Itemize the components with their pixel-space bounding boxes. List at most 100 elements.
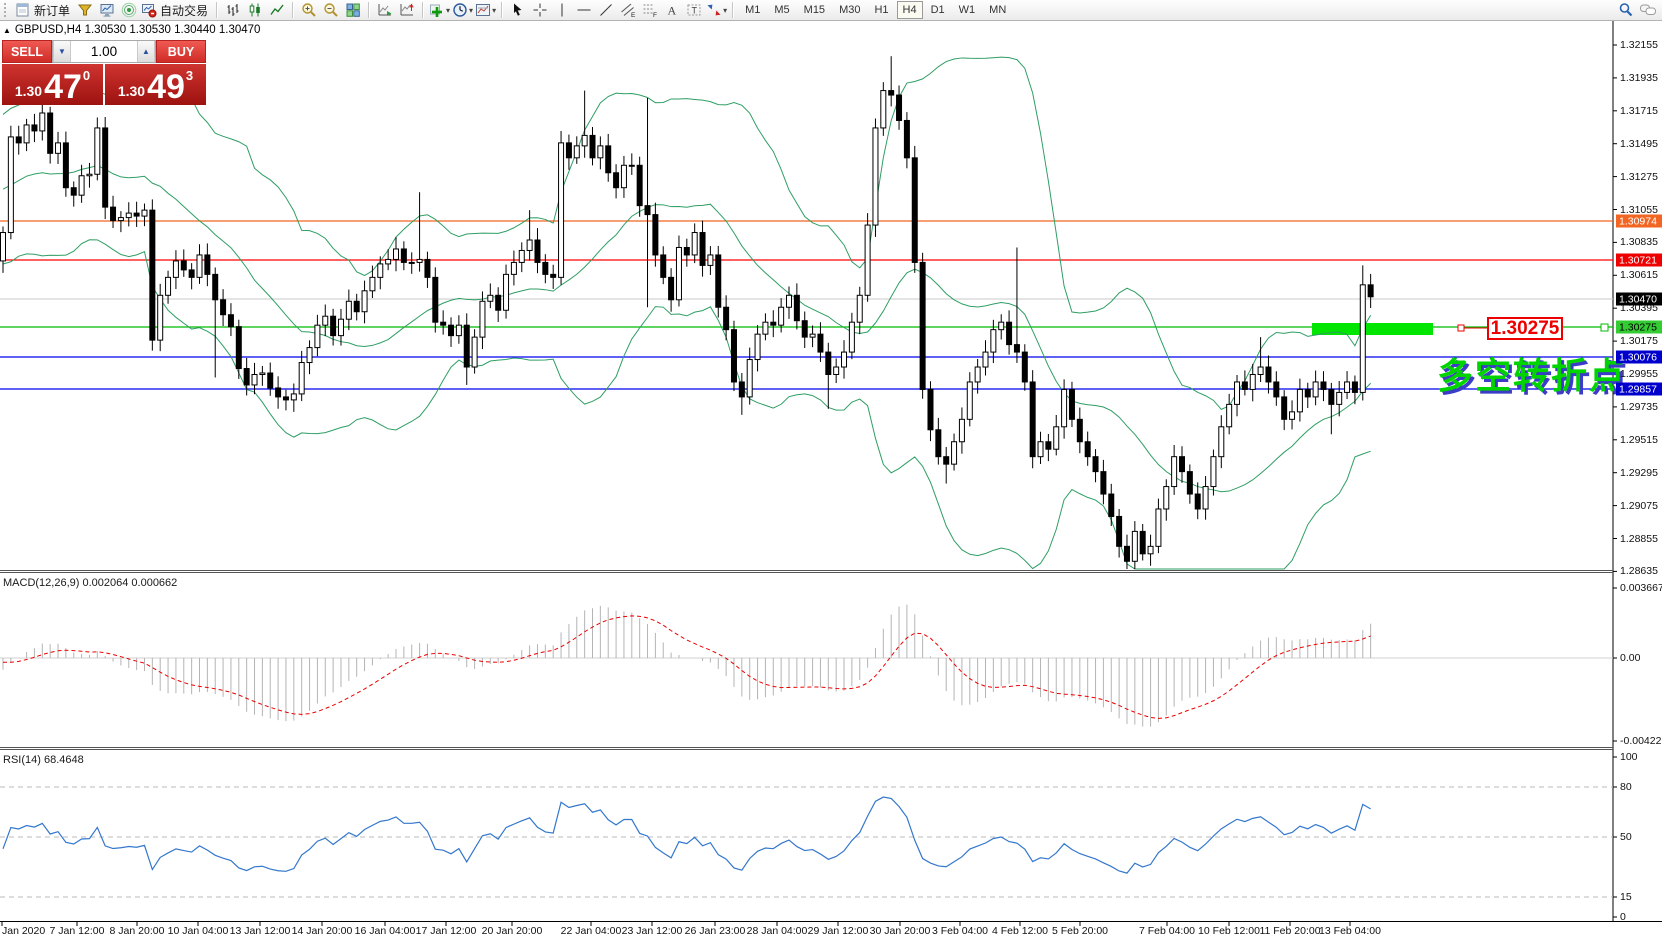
price-level-chip: 1.30721: [1616, 253, 1662, 267]
price-level-chip: 1.30470: [1616, 292, 1662, 306]
timeframe-button-m30[interactable]: M30: [839, 4, 861, 16]
vertical-line-tool-button[interactable]: [552, 1, 572, 19]
timeframe-button-mn[interactable]: MN: [989, 4, 1007, 16]
time-axis-label: 10 Feb 12:00: [1198, 925, 1260, 937]
text-label-icon: T: [687, 4, 701, 16]
terminal-button[interactable]: [97, 1, 117, 19]
bar-chart-button[interactable]: [223, 1, 243, 19]
line-chart-icon: [270, 4, 284, 15]
price-tick-label: 1.31055: [1620, 203, 1658, 216]
timeframe-button-d1[interactable]: D1: [930, 4, 945, 16]
sell-price-sup: 0: [82, 68, 91, 83]
svg-text:E: E: [631, 12, 636, 18]
fibonacci-tool-button[interactable]: F: [640, 1, 660, 19]
rsi-axis-label: 0: [1620, 911, 1626, 923]
history-center-button[interactable]: [75, 1, 95, 19]
periods-button[interactable]: ▾: [452, 1, 473, 19]
zoom-in-button[interactable]: [299, 1, 319, 19]
autotrading-button[interactable]: 自动交易: [141, 1, 211, 19]
horizontal-line-tool-button[interactable]: [574, 1, 594, 19]
turning-point-annotation[interactable]: 多空转折点: [1437, 356, 1628, 397]
main-toolbar: 新订单 自动交易: [0, 0, 1662, 21]
text-label-tool-button[interactable]: T: [684, 1, 704, 19]
timeframe-button-h1[interactable]: H1: [874, 4, 889, 16]
price-callout-box[interactable]: 1.30275: [1487, 317, 1563, 340]
line-chart-button[interactable]: [267, 1, 287, 19]
toolbar-separator: [216, 2, 219, 18]
fibonacci-icon: F: [643, 4, 657, 18]
volume-decrease-button[interactable]: ▼: [53, 41, 71, 62]
price-tick-label: 1.32155: [1620, 39, 1658, 51]
timeframe-button-h4[interactable]: H4: [896, 1, 923, 19]
price-tick-label: 1.29735: [1620, 400, 1658, 413]
templates-icon: [476, 4, 491, 16]
time-axis-label: 30 Jan 20:00: [869, 925, 931, 937]
crosshair-tool-button[interactable]: [530, 1, 550, 19]
timeframe-button-w1[interactable]: W1: [958, 4, 976, 16]
chart-shift-icon: [400, 3, 414, 16]
indicators-button[interactable]: ▾: [429, 1, 450, 19]
templates-button[interactable]: ▾: [475, 1, 496, 19]
timeframe-button-m1[interactable]: M1: [745, 4, 761, 16]
cursor-tool-button[interactable]: [508, 1, 528, 19]
toolbar-grip[interactable]: [4, 3, 11, 17]
candlestick-chart-button[interactable]: [245, 1, 265, 19]
search-button[interactable]: [1616, 1, 1636, 19]
price-tick-label: 1.29955: [1620, 368, 1658, 380]
time-axis-label: 17 Jan 12:00: [415, 925, 477, 937]
chat-button[interactable]: [1638, 1, 1658, 19]
volume-increase-button[interactable]: ▲: [137, 41, 155, 62]
crosshair-icon: [533, 3, 547, 17]
time-axis-label: 13 Feb 04:00: [1319, 925, 1381, 937]
volume-input[interactable]: 1.00: [90, 44, 118, 59]
time-axis-label: 4 Feb 12:00: [991, 925, 1049, 937]
toolbar-separator: [292, 2, 295, 18]
arrows-icon: [707, 4, 721, 16]
auto-scroll-icon: [378, 4, 392, 16]
tile-windows-button[interactable]: [343, 1, 363, 19]
arrows-caret-icon[interactable]: ▾: [723, 5, 728, 15]
terminal-icon: [100, 4, 114, 17]
sell-price-display[interactable]: 1.30 47 0: [2, 64, 103, 105]
periods-caret-icon[interactable]: ▾: [469, 5, 474, 15]
collapse-marker-icon[interactable]: ▲: [3, 25, 11, 35]
auto-scroll-button[interactable]: [375, 1, 395, 19]
sell-button[interactable]: SELL: [2, 40, 52, 63]
indicators-caret-icon[interactable]: ▾: [446, 5, 451, 15]
new-order-button[interactable]: 新订单: [15, 1, 73, 19]
price-level-chip: 1.29857: [1616, 382, 1662, 396]
vertical-line-icon: [561, 3, 563, 17]
trendline-tool-button[interactable]: [596, 1, 616, 19]
arrows-tool-button[interactable]: ▾: [706, 1, 727, 19]
price-tick-label: 1.29075: [1620, 499, 1658, 512]
text-tool-button[interactable]: A: [662, 1, 682, 19]
symbol-ohlc-text: GBPUSD,H4 1.30530 1.30530 1.30440 1.3047…: [14, 24, 261, 36]
price-tick-label: 1.30175: [1620, 335, 1658, 348]
timeframe-button-m15[interactable]: M15: [803, 4, 826, 16]
price-level-chip: 1.30974: [1616, 214, 1662, 228]
templates-caret-icon[interactable]: ▾: [492, 5, 497, 15]
buy-price-display[interactable]: 1.30 49 3: [105, 64, 206, 105]
time-axis-label: 26 Jan 23:00: [684, 925, 746, 937]
price-tick-label: 1.31275: [1620, 170, 1658, 183]
macd-axis-label: 0.003667: [1620, 582, 1662, 594]
price-level-chip: 1.30076: [1616, 350, 1662, 364]
cursor-icon: [514, 3, 522, 16]
signals-button[interactable]: [119, 1, 139, 19]
new-order-icon: [16, 3, 29, 17]
toolbar-separator: [501, 2, 504, 18]
macd-label: MACD(12,26,9) 0.002064 0.000662: [3, 577, 178, 589]
toolbar-separator: [732, 2, 735, 18]
trendline-icon: [600, 4, 612, 16]
zoom-out-button[interactable]: [321, 1, 341, 19]
buy-price-big: 49: [147, 67, 185, 106]
chat-icon: [1640, 4, 1656, 15]
channel-icon: E: [621, 3, 636, 18]
chart-shift-button[interactable]: [397, 1, 417, 19]
equidistant-channel-tool-button[interactable]: E: [618, 1, 638, 19]
timeframe-button-m5[interactable]: M5: [774, 4, 790, 16]
buy-button[interactable]: BUY: [156, 40, 206, 63]
macd-axis-label: -0.00422: [1620, 735, 1662, 747]
